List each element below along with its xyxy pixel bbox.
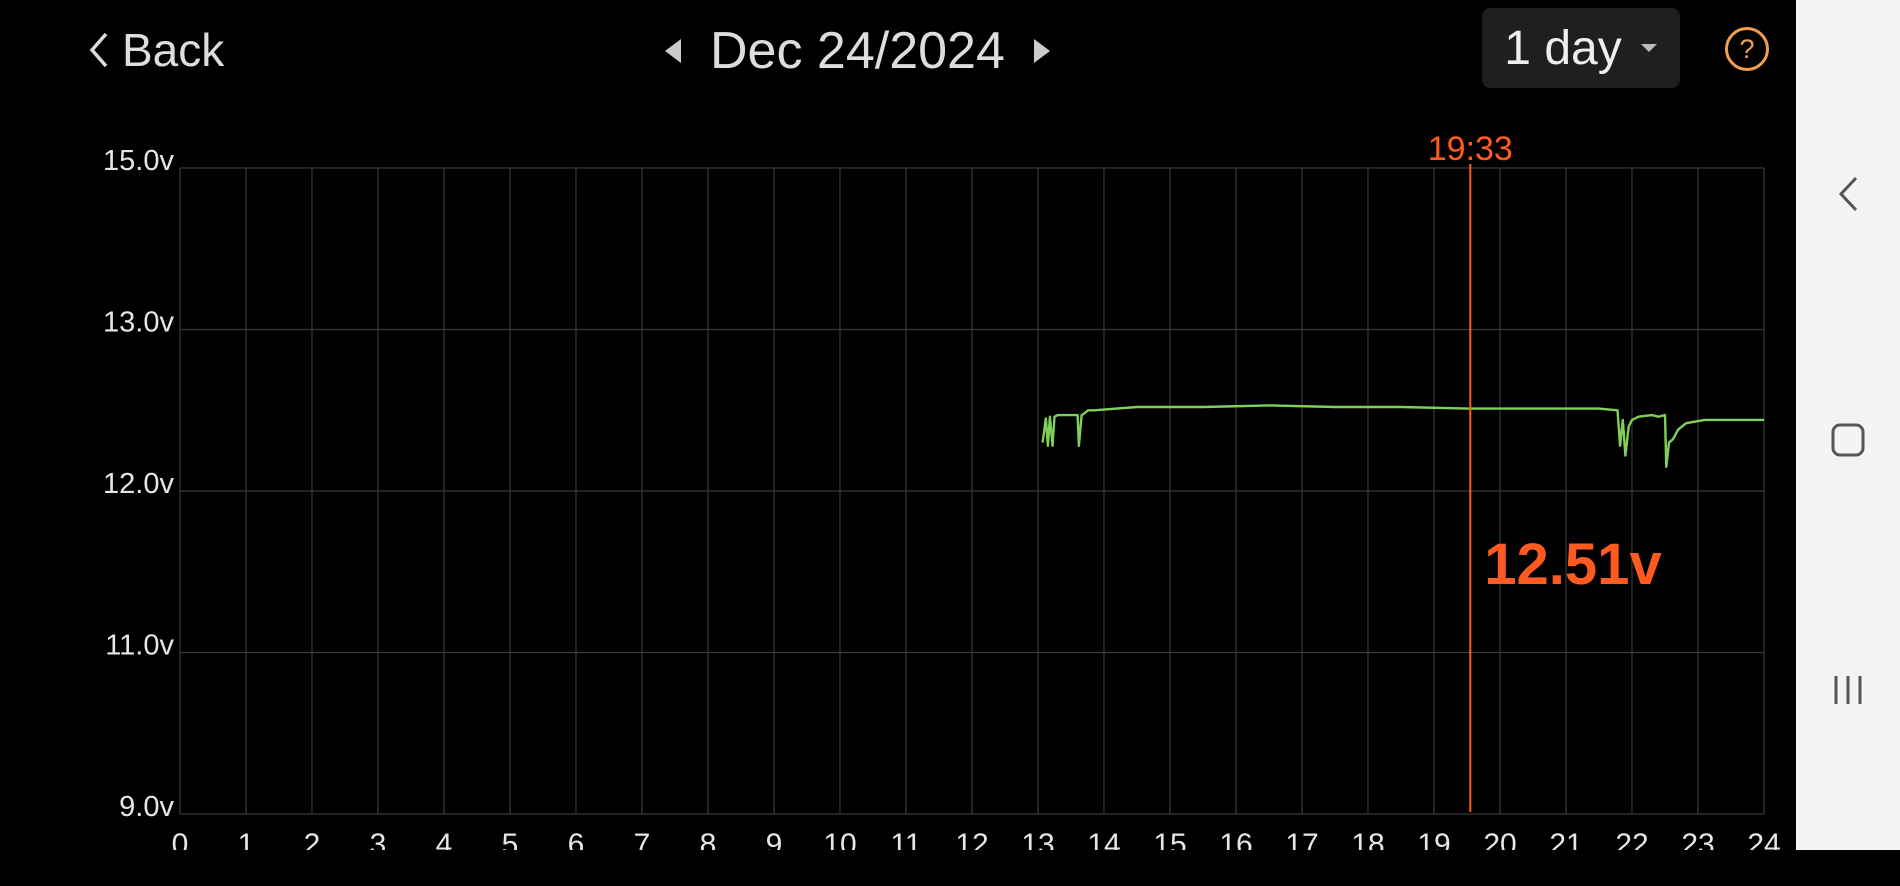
x-tick-label: 12: [955, 828, 988, 850]
back-button[interactable]: Back: [88, 20, 224, 80]
x-tick-label: 22: [1615, 828, 1648, 850]
system-home-button[interactable]: [1822, 414, 1874, 466]
svg-text:?: ?: [1739, 34, 1754, 64]
x-tick-label: 7: [634, 828, 651, 850]
system-back-button[interactable]: [1822, 168, 1874, 220]
x-tick-label: 24: [1747, 828, 1780, 850]
x-tick-label: 11: [890, 828, 921, 850]
system-recents-button[interactable]: [1822, 664, 1874, 716]
y-tick-label: 12.0v: [103, 468, 174, 500]
bottom-strip: [0, 850, 1900, 886]
x-tick-label: 10: [823, 828, 856, 850]
system-navigation-bar: [1796, 0, 1900, 850]
x-tick-label: 21: [1549, 828, 1582, 850]
x-tick-label: 19: [1417, 828, 1450, 850]
x-tick-label: 8: [700, 828, 717, 850]
x-tick-label: 4: [436, 828, 453, 850]
voltage-series-line[interactable]: [1041, 404, 1764, 468]
x-tick-label: 20: [1483, 828, 1516, 850]
date-navigator: Dec 24/2024: [660, 20, 1055, 82]
x-tick-label: 13: [1021, 828, 1054, 850]
x-tick-label: 0: [172, 828, 189, 850]
x-tick-label: 17: [1285, 828, 1318, 850]
caret-down-icon: [1640, 44, 1657, 52]
back-label: Back: [122, 24, 225, 76]
x-tick-label: 3: [370, 828, 387, 850]
y-tick-label: 13.0v: [103, 307, 174, 339]
question-circle-icon[interactable]: ?: [1724, 26, 1770, 72]
x-tick-label: 1: [238, 828, 255, 850]
cursor-time-label: 19:33: [1428, 130, 1513, 168]
x-tick-label: 18: [1351, 828, 1384, 850]
x-tick-label: 9: [766, 828, 783, 850]
x-tick-label: 6: [568, 828, 585, 850]
x-tick-label: 5: [502, 828, 519, 850]
x-tick-label: 23: [1681, 828, 1714, 850]
top-bar: Back Dec 24/2024 1 day ?: [0, 0, 1796, 110]
x-tick-label: 16: [1219, 828, 1252, 850]
triangle-right-icon: [1033, 39, 1050, 63]
x-tick-label: 15: [1153, 828, 1186, 850]
y-tick-label: 15.0v: [103, 145, 174, 177]
x-tick-label: 2: [304, 828, 321, 850]
y-tick-label: 11.0v: [105, 630, 174, 662]
home-square-icon: [1831, 423, 1865, 457]
battery-voltage-screen: Back Dec 24/2024 1 day ?: [0, 0, 1796, 850]
x-tick-label: 14: [1087, 828, 1120, 850]
current-date: Dec 24/2024: [710, 22, 1005, 80]
cursor-value-label: 12.51v: [1484, 532, 1661, 597]
next-day-button[interactable]: [1029, 36, 1055, 66]
recents-icon: [1834, 676, 1862, 704]
triangle-left-icon: [665, 39, 681, 63]
chevron-left-icon: [89, 32, 108, 68]
period-dropdown[interactable]: 1 day: [1482, 8, 1680, 88]
previous-day-button[interactable]: [660, 36, 686, 66]
system-back-icon: [1838, 176, 1858, 212]
period-value: 1 day: [1504, 21, 1622, 75]
y-tick-label: 9.0v: [119, 791, 174, 823]
